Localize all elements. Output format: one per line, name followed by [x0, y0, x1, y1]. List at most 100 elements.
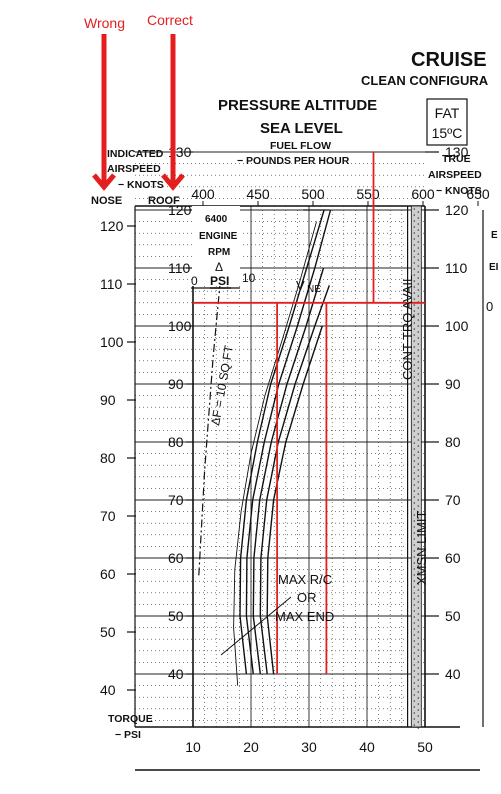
- limit-band-dot: [417, 589, 420, 591]
- limit-band-dot: [417, 655, 420, 657]
- limit-band-dot: [413, 244, 416, 246]
- rpm-engine: ENGINE: [199, 231, 238, 242]
- limit-band-dot: [417, 535, 420, 537]
- limit-band-dot: [417, 325, 420, 327]
- limit-band-dot: [417, 439, 420, 441]
- nose-tick-label: 40: [100, 682, 116, 698]
- fuel-flow-tick-label: 550: [356, 186, 380, 202]
- limit-band-dot: [413, 616, 416, 618]
- limit-band-dot: [417, 499, 420, 501]
- limit-band-dot: [417, 577, 420, 579]
- limit-band-dot: [413, 328, 416, 330]
- vne-sub: NE: [307, 284, 321, 295]
- limit-band-dot: [413, 382, 416, 384]
- limit-band-dot: [417, 271, 420, 273]
- limit-band-dot: [413, 712, 416, 714]
- psi-scale-zero: 0: [191, 274, 198, 288]
- ias-label-1: INDICATED: [107, 148, 164, 160]
- limit-band-dot: [413, 340, 416, 342]
- limit-band-dot: [413, 496, 416, 498]
- fat-box: [426, 98, 468, 146]
- limit-band-dot: [417, 229, 420, 231]
- limit-band-dot: [413, 658, 416, 660]
- limit-band-dot: [413, 298, 416, 300]
- limit-band-dot: [413, 556, 416, 558]
- limit-band-dot: [413, 586, 416, 588]
- limit-band-dot: [417, 307, 420, 309]
- torque-label-2: − PSI: [115, 729, 141, 741]
- limit-band-dot: [413, 568, 416, 570]
- max-end-label: MAX END: [275, 609, 334, 624]
- limit-band-dot: [413, 286, 416, 288]
- limit-band-dot: [417, 631, 420, 633]
- limit-band-dot: [417, 691, 420, 693]
- chart-curves: [198, 209, 332, 686]
- torque-tick-label: 20: [243, 739, 259, 755]
- fuel-flow-tick-label: 500: [301, 186, 325, 202]
- max-rc-label: MAX R/C: [278, 572, 332, 587]
- limit-band-dot: [417, 319, 420, 321]
- limit-band-dot: [417, 367, 420, 369]
- psi-scale-label: PSI: [210, 274, 229, 288]
- limit-band-dot: [417, 493, 420, 495]
- limit-band-dot: [417, 685, 420, 687]
- limit-band-dot: [413, 694, 416, 696]
- limit-band-dot: [417, 253, 420, 255]
- limit-band-dot: [413, 526, 416, 528]
- limit-band-dot: [417, 289, 420, 291]
- delta-symbol: Δ: [215, 260, 223, 274]
- limit-band-dot: [413, 250, 416, 252]
- roof-tick-label: 40: [168, 666, 184, 682]
- limit-band-dot: [417, 265, 420, 267]
- performance-curve-1: [239, 209, 325, 675]
- limit-band-dot: [413, 232, 416, 234]
- limit-band-dot: [417, 667, 420, 669]
- limit-band-dot: [417, 613, 420, 615]
- limit-band-dot: [417, 313, 420, 315]
- configuration-label: CLEAN CONFIGURA: [361, 73, 489, 88]
- limit-band-dot: [413, 676, 416, 678]
- nose-tick-label: 60: [100, 566, 116, 582]
- limit-band-dot: [413, 592, 416, 594]
- limit-band-dot: [417, 727, 420, 729]
- limit-band-dot: [417, 247, 420, 249]
- limit-band-dot: [413, 268, 416, 270]
- limit-band-dot: [417, 457, 420, 459]
- limit-band-dot: [413, 376, 416, 378]
- limit-band-dot: [413, 304, 416, 306]
- performance-curve-3: [252, 267, 325, 675]
- fat-value: 15ºC: [432, 125, 463, 141]
- limit-band-dot: [417, 625, 420, 627]
- right-panel-text-2: EI: [489, 262, 499, 273]
- limit-band-dot: [413, 724, 416, 726]
- limit-band-dot: [413, 358, 416, 360]
- limit-band-dot: [413, 364, 416, 366]
- fuel-flow-units: − POUNDS PER HOUR: [237, 155, 350, 167]
- nose-tick-label: 100: [100, 334, 124, 350]
- limit-band-dot: [417, 391, 420, 393]
- limit-band-dot: [417, 385, 420, 387]
- ias-label-3: − KNOTS: [118, 179, 164, 191]
- tas-tick-label: 80: [445, 434, 461, 450]
- limit-band-dot: [417, 511, 420, 513]
- ias-label-2: AIRSPEED: [107, 163, 161, 175]
- limit-band-dot: [413, 574, 416, 576]
- limit-band-dot: [413, 718, 416, 720]
- limit-band-dot: [417, 637, 420, 639]
- tas-label-2: AIRSPEED: [428, 169, 482, 181]
- limit-band-dot: [417, 217, 420, 219]
- limit-band-dot: [417, 451, 420, 453]
- max-rc-leader: [220, 596, 292, 656]
- limit-band-dot: [413, 262, 416, 264]
- limit-band-dot: [417, 235, 420, 237]
- limit-band-dot: [417, 715, 420, 717]
- delta-f-label: ΔF = 10 SQ FT: [208, 344, 236, 427]
- limit-band-dot: [413, 430, 416, 432]
- roof-tick-label: 80: [168, 434, 184, 450]
- limit-band-dot: [417, 403, 420, 405]
- limit-band-dot: [413, 352, 416, 354]
- limit-band-dot: [413, 670, 416, 672]
- roof-tick-label: 70: [168, 492, 184, 508]
- fat-label: FAT: [435, 105, 460, 121]
- limit-band-dot: [417, 583, 420, 585]
